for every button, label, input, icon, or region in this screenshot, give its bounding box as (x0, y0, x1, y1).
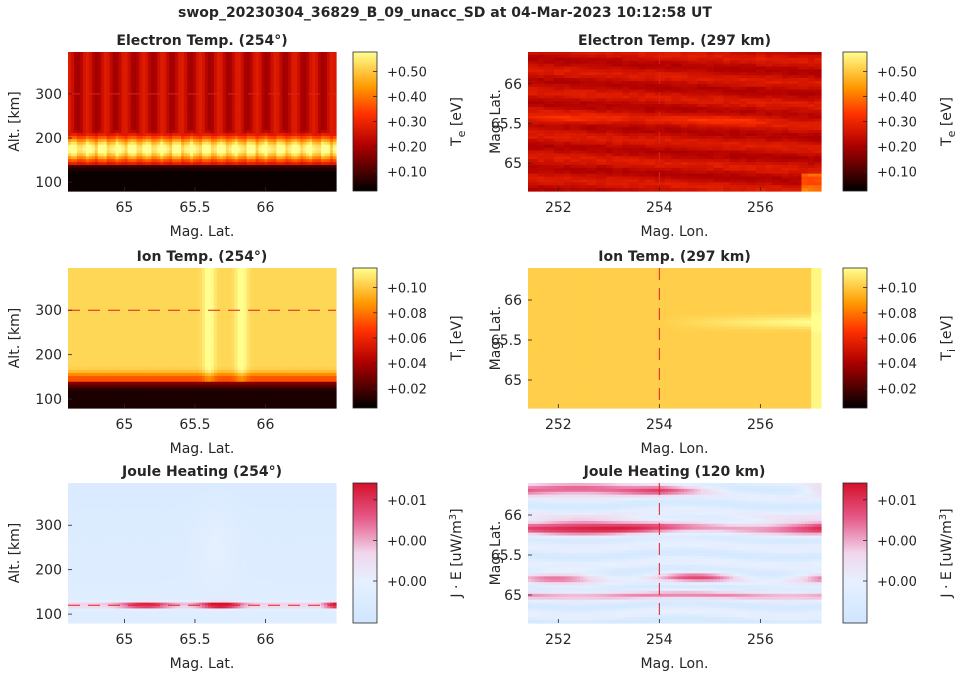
figure: swop_20230304_36829_B_09_unacc_SD at 04-… (0, 0, 975, 675)
heatmap-cells (68, 52, 337, 192)
figure-title: swop_20230304_36829_B_09_unacc_SD at 04-… (178, 5, 712, 21)
